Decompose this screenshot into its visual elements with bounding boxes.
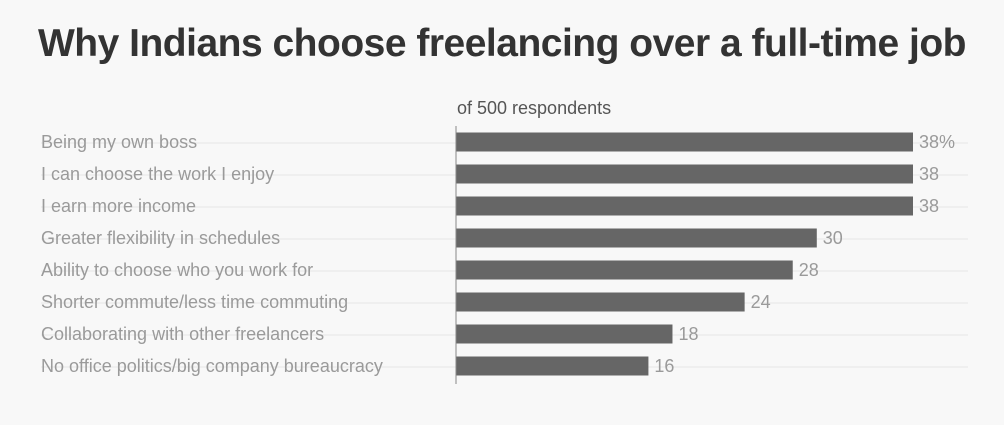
value-label: 28 (799, 260, 819, 280)
category-label: Being my own boss (41, 132, 197, 152)
value-label: 38 (919, 196, 939, 216)
value-label: 30 (823, 228, 843, 248)
bar (456, 228, 817, 248)
category-label: Shorter commute/less time commuting (41, 292, 348, 312)
value-label: 38 (919, 164, 939, 184)
category-label: Collaborating with other freelancers (41, 324, 324, 344)
chart-title: Why Indians choose freelancing over a fu… (37, 22, 967, 65)
category-label: Greater flexibility in schedules (41, 228, 280, 248)
bars (456, 132, 913, 376)
bar (456, 260, 793, 280)
bar (456, 292, 745, 312)
value-label: 38% (919, 132, 955, 152)
value-label: 24 (751, 292, 771, 312)
value-label: 18 (678, 324, 698, 344)
chart-subtitle: of 500 respondents (457, 98, 611, 118)
category-label: No office politics/big company bureaucra… (41, 356, 383, 376)
bar (456, 356, 649, 376)
category-label: Ability to choose who you work for (41, 260, 313, 280)
value-label: 16 (654, 356, 674, 376)
category-label: I can choose the work I enjoy (41, 164, 274, 184)
category-labels: Being my own boss I can choose the work I… (41, 132, 383, 376)
bar (456, 132, 913, 152)
bar (456, 324, 673, 344)
bar (456, 164, 913, 184)
category-label: I earn more income (41, 196, 196, 216)
bar (456, 196, 913, 216)
